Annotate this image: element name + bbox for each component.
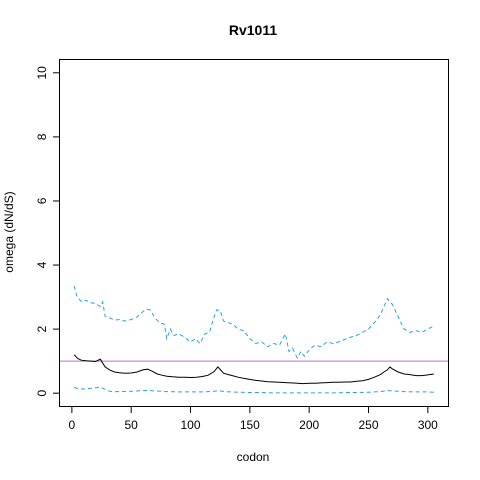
plot-area — [60, 285, 448, 394]
x-axis-title: codon — [237, 450, 270, 464]
y-tick-label: 2 — [35, 325, 49, 332]
y-axis-title: omega (dN/dS) — [2, 191, 16, 272]
x-tick-label: 100 — [181, 418, 201, 432]
x-tick-label: 0 — [69, 418, 76, 432]
x-tick-label: 150 — [240, 418, 260, 432]
y-tick-label: 0 — [35, 390, 49, 397]
x-tick-label: 250 — [358, 418, 378, 432]
x-tick-label: 50 — [125, 418, 139, 432]
estimate-line — [73, 354, 434, 385]
chart-title: Rv1011 — [229, 22, 277, 38]
x-tick-label: 300 — [418, 418, 438, 432]
y-tick-label: 4 — [35, 261, 49, 268]
y-tick-label: 8 — [35, 133, 49, 140]
lower-ci-line — [74, 386, 434, 394]
y-tick-label: 10 — [35, 66, 49, 80]
x-tick-label: 200 — [299, 418, 319, 432]
y-tick-label: 6 — [35, 197, 49, 204]
upper-ci-line — [73, 285, 435, 359]
